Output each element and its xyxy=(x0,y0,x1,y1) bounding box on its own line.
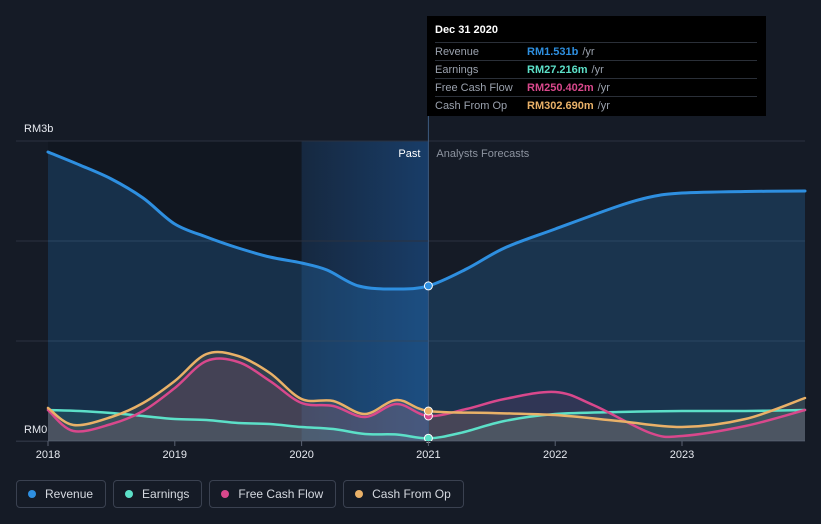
financial-chart: Past Analysts Forecasts RM3b RM0 2018 2019 202… xyxy=(16,116,807,461)
tooltip-unit: /yr xyxy=(597,99,610,112)
marker-cash-from-op xyxy=(423,406,433,416)
marker-revenue xyxy=(423,281,433,291)
tooltip: Dec 31 2020 Revenue RM1.531b /yr Earning… xyxy=(427,16,766,116)
tooltip-unit: /yr xyxy=(597,81,610,94)
legend-dot-icon xyxy=(355,490,364,498)
tooltip-row-revenue: Revenue RM1.531b /yr xyxy=(435,42,757,60)
tooltip-value: RM302.690m xyxy=(527,99,594,112)
line-free-cash-flow xyxy=(46,357,807,439)
area-revenue xyxy=(48,152,805,441)
tooltip-label: Free Cash Flow xyxy=(435,81,513,94)
line-cash-from-op xyxy=(46,350,807,429)
x-tick-label: 2020 xyxy=(289,449,313,461)
area-cash-from-op xyxy=(48,351,805,441)
y-axis-bottom-label: RM0 xyxy=(24,424,47,436)
tooltip-unit: /yr xyxy=(582,45,595,58)
legend-item-revenue[interactable]: Revenue xyxy=(16,480,107,508)
legend-label: Free Cash Flow xyxy=(238,487,324,501)
tooltip-value: RM27.216m xyxy=(527,63,588,76)
tooltip-label: Earnings xyxy=(435,63,479,76)
tooltip-row-earnings: Earnings RM27.216m /yr xyxy=(435,60,757,78)
legend-item-earnings[interactable]: Earnings xyxy=(113,480,203,508)
area-earnings xyxy=(48,410,805,441)
line-earnings xyxy=(46,408,807,440)
legend-dot-icon xyxy=(125,490,134,498)
legend-item-cash-from-op[interactable]: Cash From Op xyxy=(343,480,464,508)
legend-label: Cash From Op xyxy=(372,487,451,501)
legend: Revenue Earnings Free Cash Flow Cash Fro… xyxy=(16,480,464,508)
chart-area: Past Analysts Forecasts RM3b RM0 2018 2019 202… xyxy=(16,16,807,461)
x-tick-label: 2021 xyxy=(416,449,440,461)
y-axis-top-label: RM3b xyxy=(24,123,53,135)
x-tick-label: 2019 xyxy=(163,449,187,461)
legend-dot-icon xyxy=(28,490,36,498)
x-tick-label: 2023 xyxy=(670,449,694,461)
tooltip-unit: /yr xyxy=(591,63,604,76)
legend-label: Earnings xyxy=(142,487,190,501)
past-band-dark xyxy=(48,141,302,441)
x-tick-label: 2022 xyxy=(543,449,567,461)
tooltip-label: Cash From Op xyxy=(435,99,508,112)
tooltip-value: RM250.402m xyxy=(527,81,594,94)
x-tick-label: 2018 xyxy=(36,449,60,461)
tooltip-date: Dec 31 2020 xyxy=(435,24,498,36)
line-revenue xyxy=(46,150,807,291)
legend-label: Revenue xyxy=(45,487,94,501)
past-label: Past xyxy=(398,148,420,160)
tooltip-row-cash-from-op: Cash From Op RM302.690m /yr xyxy=(435,96,757,114)
tooltip-label: Revenue xyxy=(435,45,480,58)
tooltip-value: RM1.531b xyxy=(527,45,579,58)
legend-dot-icon xyxy=(221,490,230,498)
past-band-highlight xyxy=(301,141,429,441)
forecast-label: Analysts Forecasts xyxy=(436,148,529,160)
tooltip-row-free-cash-flow: Free Cash Flow RM250.402m /yr xyxy=(435,78,757,96)
legend-item-free-cash-flow[interactable]: Free Cash Flow xyxy=(209,480,337,508)
